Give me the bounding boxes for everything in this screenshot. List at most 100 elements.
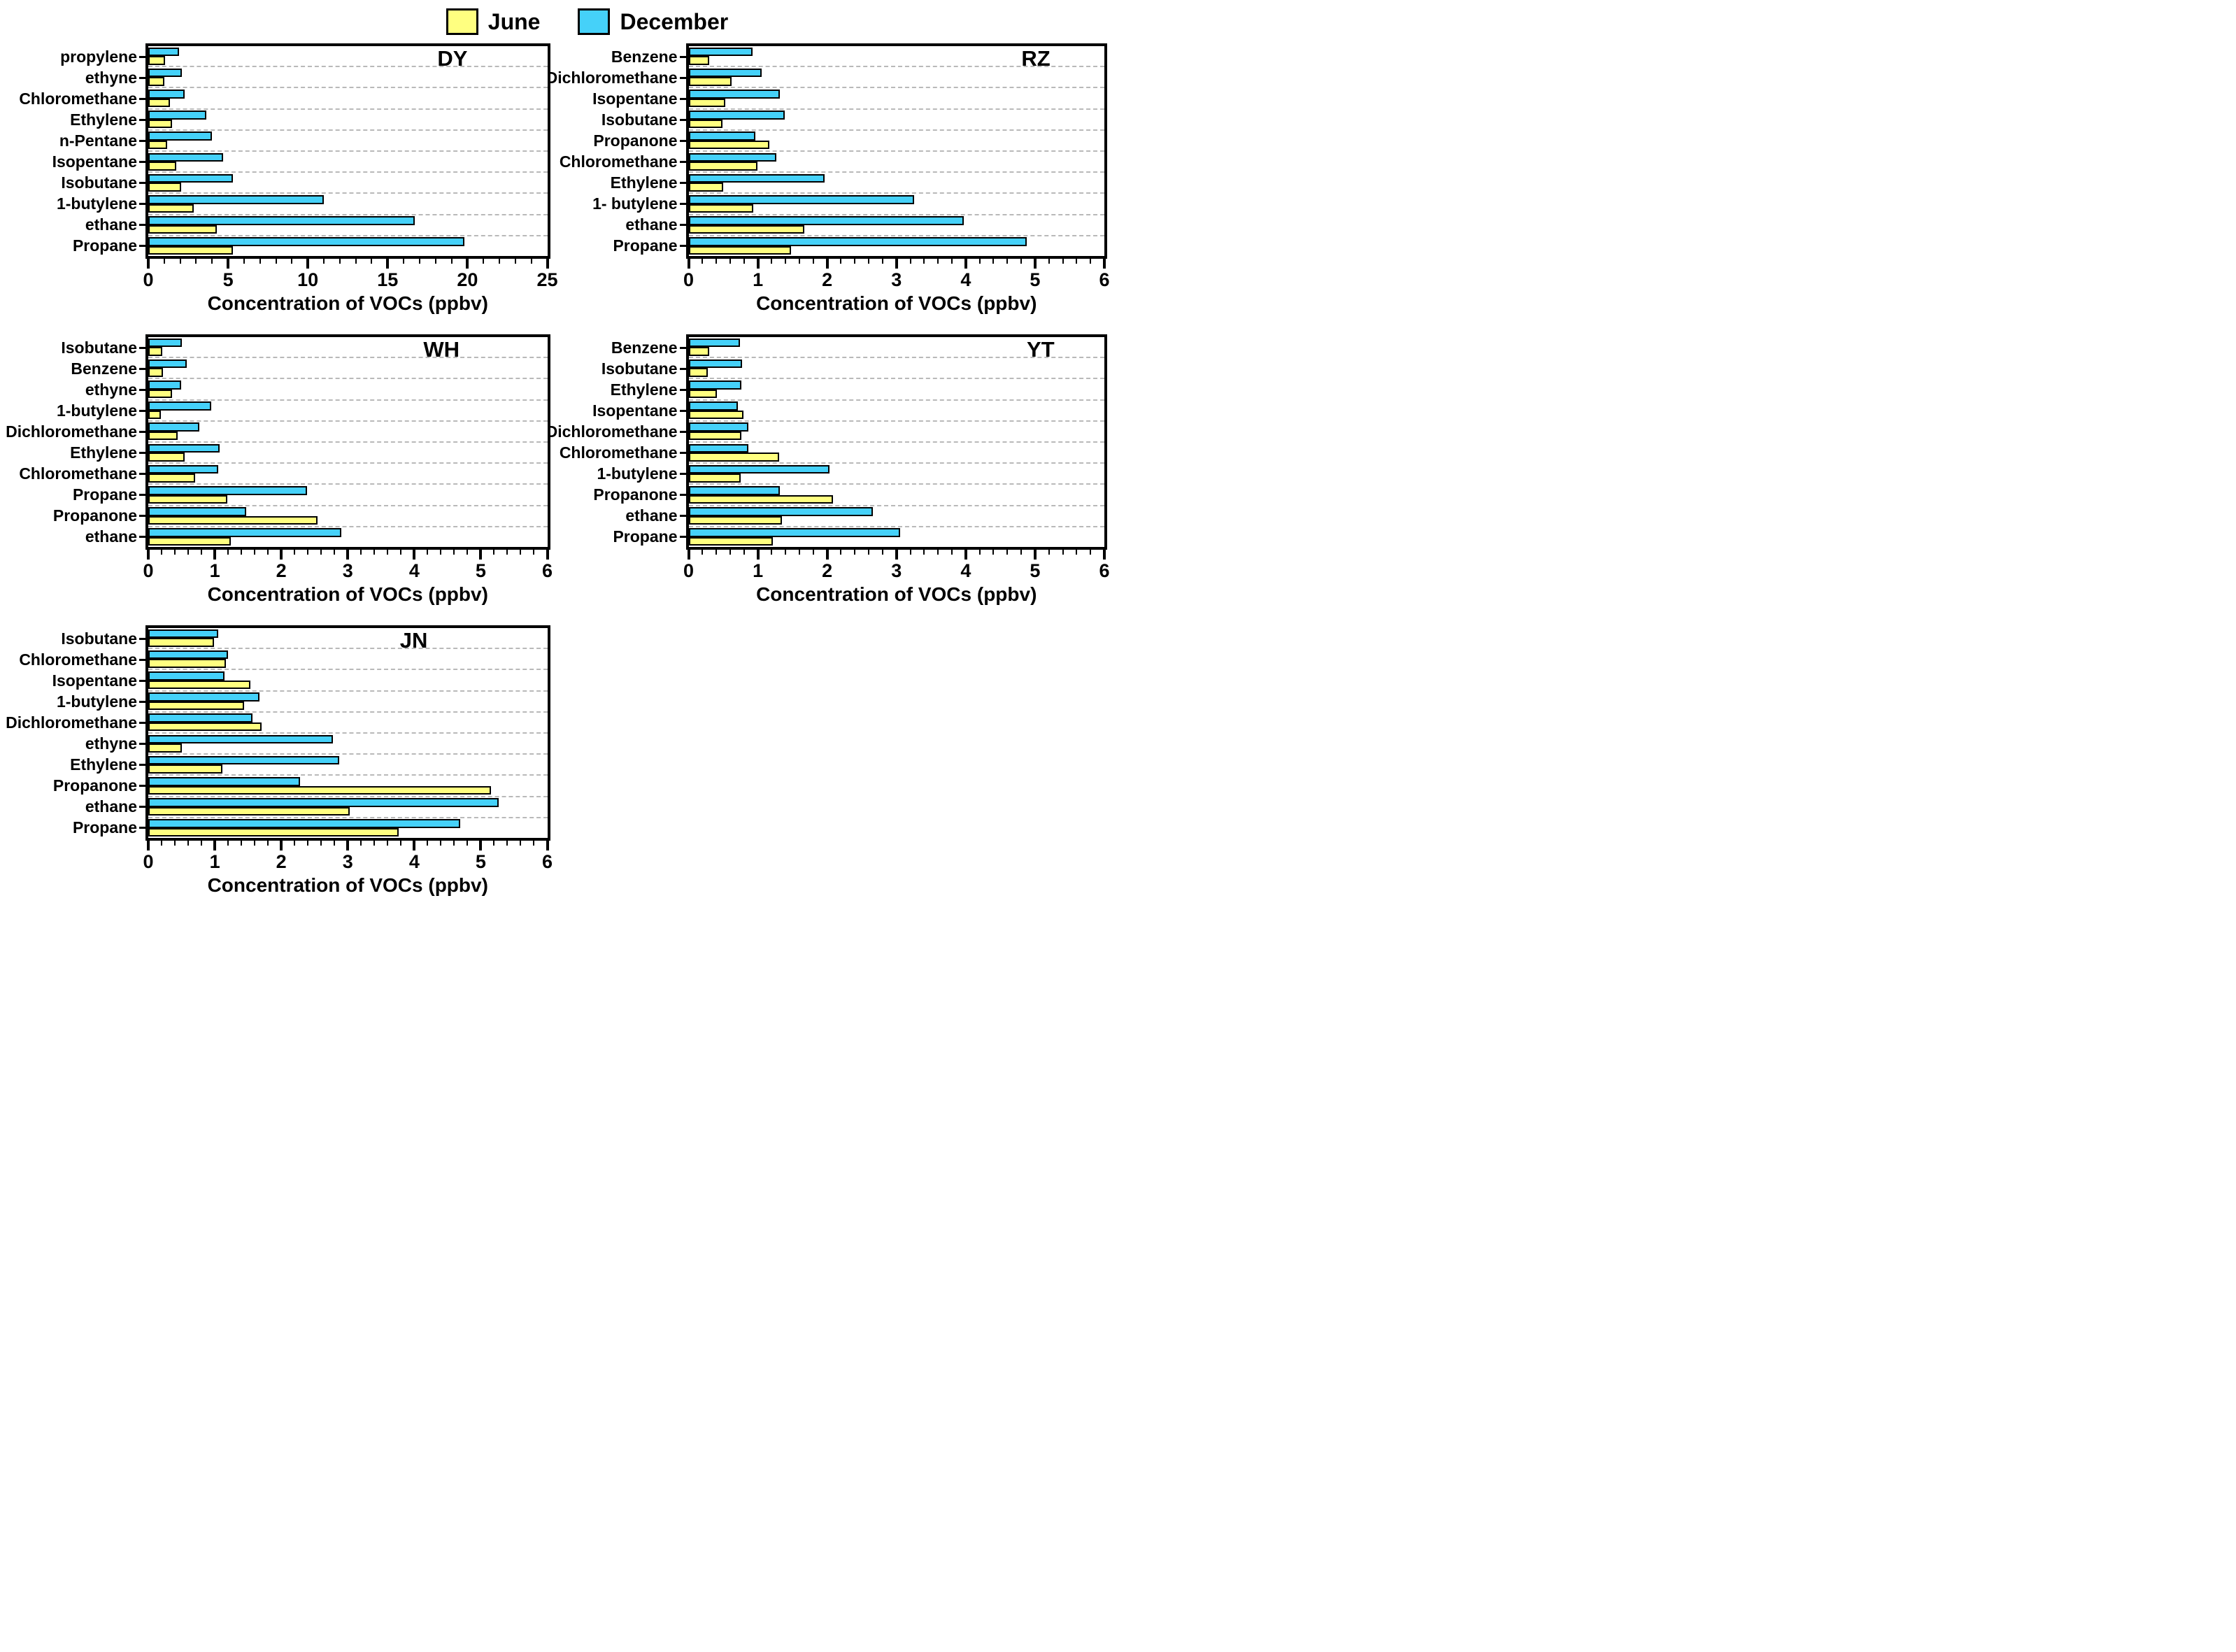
x-minor-tick xyxy=(187,841,190,846)
x-tick-label: 6 xyxy=(1099,269,1110,290)
y-tick-mark xyxy=(139,826,145,829)
x-major-tick xyxy=(546,550,549,560)
x-minor-tick xyxy=(771,550,773,555)
x-major-tick xyxy=(213,841,217,850)
x-tick-label: 5 xyxy=(1030,269,1041,290)
bar-june xyxy=(148,245,233,255)
bar-june xyxy=(148,638,215,647)
y-tick-mark xyxy=(139,658,145,661)
x-minor-tick xyxy=(373,841,376,846)
x-major-tick xyxy=(147,259,150,269)
y-tick-mark xyxy=(139,223,145,226)
x-minor-tick xyxy=(254,550,256,555)
x-major-tick xyxy=(346,841,350,850)
x-axis: 0 5 10 15 20 25 xyxy=(143,259,558,292)
x-minor-tick xyxy=(267,841,269,846)
category-label: 1-butylene xyxy=(56,194,137,213)
x-minor-tick xyxy=(1062,550,1064,555)
bar-group xyxy=(688,213,1104,235)
bar-december xyxy=(148,380,181,390)
bar-december xyxy=(688,359,742,369)
y-tick-mark xyxy=(139,637,145,640)
bar-june xyxy=(148,453,185,462)
y-tick-mark xyxy=(679,535,686,538)
y-tick-mark xyxy=(679,409,686,412)
x-major-tick xyxy=(756,550,760,560)
x-minor-tick xyxy=(868,259,870,264)
bar-december xyxy=(688,216,964,225)
category-label: Ethylene xyxy=(610,173,678,192)
category-label: Benzene xyxy=(71,359,137,378)
category-label: propylene xyxy=(60,47,137,66)
legend-swatch-december xyxy=(578,8,611,35)
x-tick-label: 1 xyxy=(753,560,764,581)
x-minor-tick xyxy=(506,841,508,846)
x-axis: 0 1 2 3 4 5 6 xyxy=(683,259,1110,292)
x-tick-label: 6 xyxy=(541,851,553,872)
chart-title: WH xyxy=(423,337,460,362)
x-minor-tick xyxy=(259,259,261,264)
bar-june xyxy=(148,119,173,129)
y-tick-mark xyxy=(139,472,145,475)
bar-december xyxy=(688,380,741,390)
bar-june xyxy=(148,347,162,356)
x-tick-label: 6 xyxy=(1099,560,1110,581)
bar-june xyxy=(688,515,783,525)
x-minor-tick xyxy=(201,841,203,846)
bar-june xyxy=(688,204,753,213)
x-minor-tick xyxy=(294,550,296,555)
x-major-tick xyxy=(280,841,283,850)
bar-june xyxy=(688,119,723,129)
bar-group xyxy=(688,504,1104,526)
bar-june xyxy=(688,140,770,150)
x-major-tick xyxy=(213,550,217,560)
y-tick-mark xyxy=(139,700,145,703)
x-minor-tick xyxy=(520,841,522,846)
x-minor-tick xyxy=(320,841,322,846)
x-major-tick xyxy=(227,259,230,269)
y-tick-mark xyxy=(139,244,145,247)
x-minor-tick xyxy=(923,259,925,264)
x-tick-label: 5 xyxy=(1030,560,1041,581)
bar-group xyxy=(148,690,548,711)
x-minor-tick xyxy=(440,841,442,846)
category-label: ethyne xyxy=(85,734,137,753)
y-tick-mark xyxy=(679,118,686,121)
bar-december xyxy=(148,68,182,78)
bar-june xyxy=(148,183,181,192)
x-minor-tick xyxy=(533,841,535,846)
x-minor-tick xyxy=(467,550,469,555)
bar-december xyxy=(148,734,334,744)
x-tick-label: 4 xyxy=(408,560,420,581)
bar-december xyxy=(148,713,253,722)
x-minor-tick xyxy=(360,550,362,555)
category-label: Dichloromethane xyxy=(546,422,678,441)
y-tick-mark xyxy=(139,805,145,808)
category-label: Isobutane xyxy=(61,173,137,192)
x-minor-tick xyxy=(1048,259,1050,264)
category-label: Ethylene xyxy=(610,380,678,399)
category-label: Isopentane xyxy=(52,671,137,690)
x-minor-tick xyxy=(163,259,165,264)
x-tick-label: 1 xyxy=(209,560,220,581)
x-minor-tick xyxy=(868,550,870,555)
bar-june xyxy=(688,368,708,377)
category-label: Isobutane xyxy=(61,338,137,357)
category-label: ethane xyxy=(85,797,137,816)
x-tick-label: 0 xyxy=(143,851,154,872)
category-label: Propane xyxy=(72,818,137,836)
x-tick-label: 3 xyxy=(891,560,902,581)
x-minor-tick xyxy=(840,550,842,555)
x-minor-tick xyxy=(243,259,245,264)
x-minor-tick xyxy=(323,259,325,264)
plot-area: DY xyxy=(145,43,550,259)
x-major-tick xyxy=(413,841,416,850)
y-axis-labels: Benzene Isobutane Ethylene Isopentane Dichlo… xyxy=(546,334,686,550)
x-minor-tick xyxy=(227,841,229,846)
y-tick-mark xyxy=(139,346,145,349)
y-tick-mark xyxy=(679,244,686,247)
y-tick-mark xyxy=(139,367,145,370)
category-label: Propanone xyxy=(593,131,678,150)
y-tick-mark xyxy=(139,451,145,454)
x-tick-label: 3 xyxy=(891,269,902,290)
